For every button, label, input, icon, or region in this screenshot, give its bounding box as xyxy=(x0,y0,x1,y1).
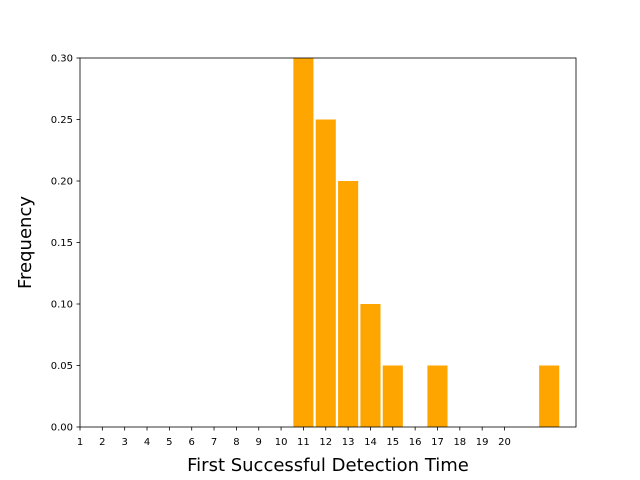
y-tick-label: 0.10 xyxy=(51,300,73,311)
bar xyxy=(315,119,336,427)
x-tick-label: 9 xyxy=(256,437,262,448)
y-axis-title: Frequency xyxy=(15,196,36,289)
x-tick-label: 15 xyxy=(386,437,399,448)
x-tick-label: 13 xyxy=(342,437,355,448)
x-axis: 1 2 3 4 5 6 7 8 9 10 11 12 13 14 15 16 17 18 19 20 xyxy=(77,427,511,448)
x-tick-label: 8 xyxy=(233,437,239,448)
x-tick-label: 16 xyxy=(409,437,422,448)
x-tick-label: 11 xyxy=(297,437,310,448)
y-tick-label: 0.30 xyxy=(51,54,73,65)
bars xyxy=(293,58,560,427)
x-tick-label: 18 xyxy=(453,437,466,448)
y-tick-label: 0.20 xyxy=(51,177,73,188)
bar xyxy=(539,365,560,427)
x-tick-label: 1 xyxy=(77,437,83,448)
x-tick-label: 7 xyxy=(211,437,217,448)
y-tick-label: 0.05 xyxy=(51,361,73,372)
x-tick-label: 12 xyxy=(319,437,332,448)
x-tick-label: 14 xyxy=(364,437,377,448)
y-tick-label: 0.15 xyxy=(51,238,73,249)
x-tick-label: 10 xyxy=(275,437,288,448)
bar xyxy=(427,365,448,427)
x-tick-label: 4 xyxy=(144,437,150,448)
bar xyxy=(382,365,403,427)
x-tick-label: 5 xyxy=(166,437,172,448)
x-tick-label: 19 xyxy=(476,437,489,448)
bar xyxy=(293,58,314,427)
x-tick-label: 6 xyxy=(189,437,195,448)
bar xyxy=(360,304,381,427)
y-axis: 0.00 0.05 0.10 0.15 0.20 0.25 0.30 xyxy=(51,54,80,434)
y-tick-label: 0.00 xyxy=(51,423,73,434)
x-tick-label: 20 xyxy=(498,437,511,448)
x-tick-label: 3 xyxy=(121,437,127,448)
x-axis-title: First Successful Detection Time xyxy=(187,455,469,476)
bar xyxy=(338,181,359,427)
x-tick-label: 17 xyxy=(431,437,444,448)
y-tick-label: 0.25 xyxy=(51,115,73,126)
x-tick-label: 2 xyxy=(99,437,105,448)
